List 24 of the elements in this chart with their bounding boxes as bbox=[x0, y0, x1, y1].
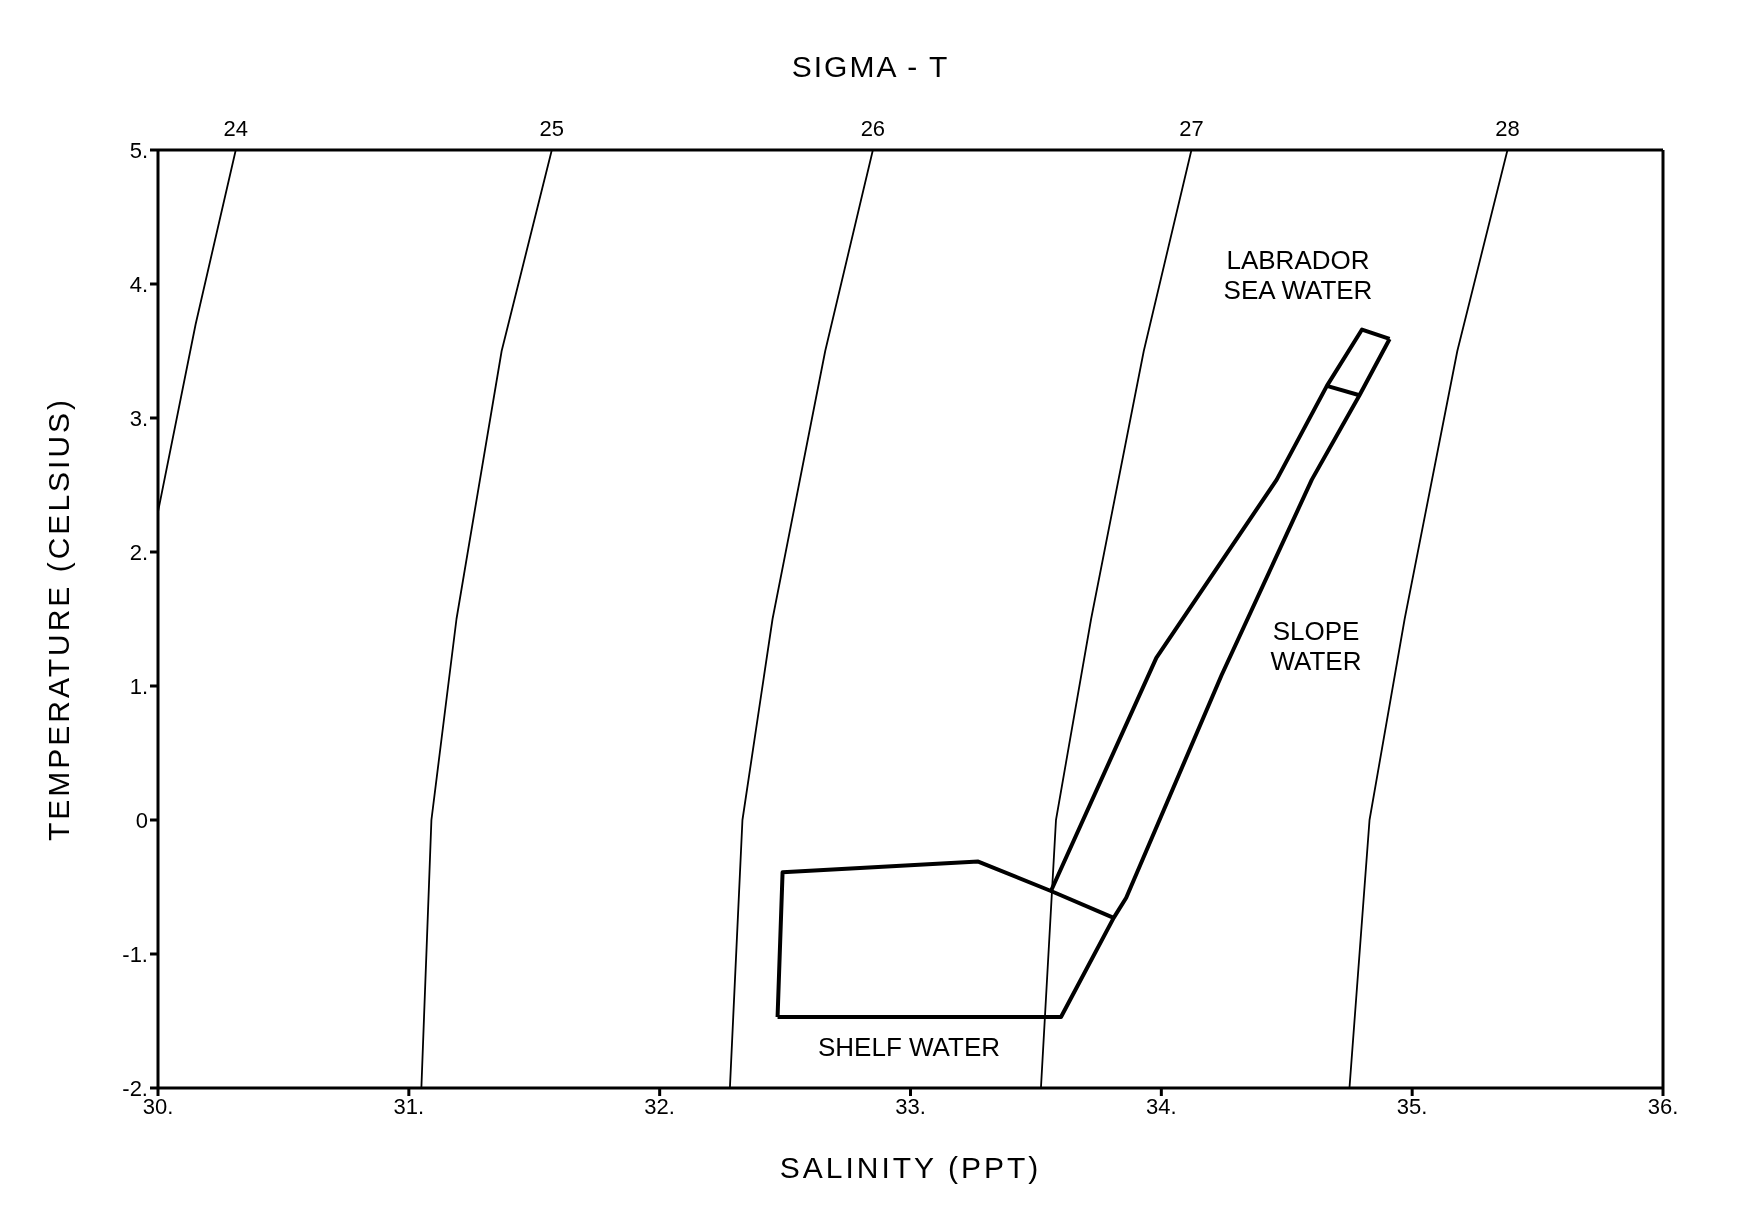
x-tick-label: 33. bbox=[895, 1093, 926, 1119]
annotation: SLOPE WATER bbox=[1269, 616, 1363, 676]
y-tick-label: 3. bbox=[129, 405, 148, 431]
annotation: SHELF WATER bbox=[817, 1032, 1001, 1062]
y-tick-label: -1. bbox=[122, 941, 148, 967]
x-tick-label: 36. bbox=[1647, 1093, 1679, 1119]
x-tick-label: 35. bbox=[1396, 1093, 1428, 1119]
series-label: 28 bbox=[1495, 116, 1520, 141]
series-label: 26 bbox=[860, 116, 886, 141]
y-tick-label: 5. bbox=[129, 137, 148, 163]
y-tick-label: 1. bbox=[129, 673, 148, 699]
y-tick-label: 2. bbox=[129, 539, 148, 565]
annotation: LABRADOR SEA WATER bbox=[1222, 245, 1374, 305]
y-axis-title: TEMPERATURE (CELSIUS) bbox=[41, 396, 75, 842]
series-label: 25 bbox=[539, 116, 565, 141]
x-tick-label: 34. bbox=[1146, 1093, 1177, 1119]
series-label: 24 bbox=[223, 116, 248, 141]
x-tick-label: 32. bbox=[644, 1093, 675, 1119]
chart-title: SIGMA - T bbox=[790, 50, 951, 84]
x-axis-title: SALINITY (PPT) bbox=[779, 1151, 1042, 1184]
x-tick-label: 31. bbox=[393, 1093, 425, 1119]
y-tick-label: 0 bbox=[135, 807, 148, 833]
series-label: 27 bbox=[1179, 116, 1204, 141]
y-tick-label: 4. bbox=[129, 271, 148, 297]
